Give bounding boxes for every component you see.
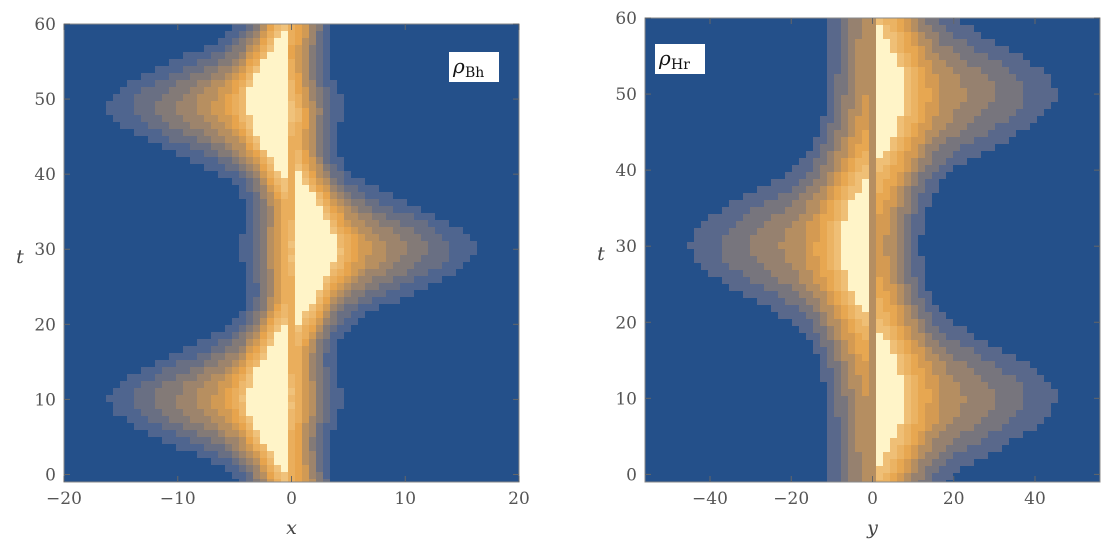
y-axis-label: t xyxy=(597,243,605,265)
y-tick-label: 20 xyxy=(34,315,56,335)
y-tick-label: 40 xyxy=(615,161,637,181)
legend-label: ρ Hr xyxy=(655,44,705,74)
x-tick-label: 0 xyxy=(867,489,878,509)
y-tick-label: 60 xyxy=(34,15,56,35)
x-tick-label: −20 xyxy=(46,489,82,509)
contour-fill xyxy=(64,24,519,482)
x-tick-label: −40 xyxy=(692,489,728,509)
y-tick-label: 50 xyxy=(615,85,637,105)
x-tick-label: −20 xyxy=(773,489,809,509)
legend-symbol: ρ xyxy=(452,54,465,78)
x-tick-label: 20 xyxy=(943,489,965,509)
contour-fill xyxy=(645,18,1100,482)
x-tick-label: 40 xyxy=(1024,489,1046,509)
x-tick-label: 0 xyxy=(286,489,297,509)
y-tick-label: 10 xyxy=(615,389,637,409)
x-axis-label: x xyxy=(286,517,297,539)
x-tick-label: 10 xyxy=(394,489,416,509)
y-tick-label: 0 xyxy=(45,465,56,485)
y-tick-label: 10 xyxy=(34,390,56,410)
y-tick-label: 60 xyxy=(615,9,637,29)
y-tick-label: 20 xyxy=(615,313,637,333)
legend-subscript: Bh xyxy=(465,65,484,81)
y-tick-label: 0 xyxy=(626,465,637,485)
y-tick-label: 30 xyxy=(34,240,56,260)
x-axis-label: y xyxy=(866,517,878,539)
y-tick-label: 40 xyxy=(34,165,56,185)
legend-subscript: Hr xyxy=(671,57,690,73)
legend-symbol: ρ xyxy=(658,46,671,70)
right-contour-panel: −40 −20 0 20 40 0 10 20 30 40 50 60 y t ρ Hr xyxy=(597,9,1101,539)
y-tick-label: 30 xyxy=(615,237,637,257)
x-tick-label: 20 xyxy=(508,489,530,509)
legend-label: ρ Bh xyxy=(449,52,499,82)
x-tick-label: −10 xyxy=(160,489,196,509)
left-contour-panel: −20 −10 0 10 20 0 10 20 30 40 50 60 x t ρ Bh xyxy=(16,15,530,539)
y-axis-label: t xyxy=(16,246,24,268)
y-tick-label: 50 xyxy=(34,90,56,110)
